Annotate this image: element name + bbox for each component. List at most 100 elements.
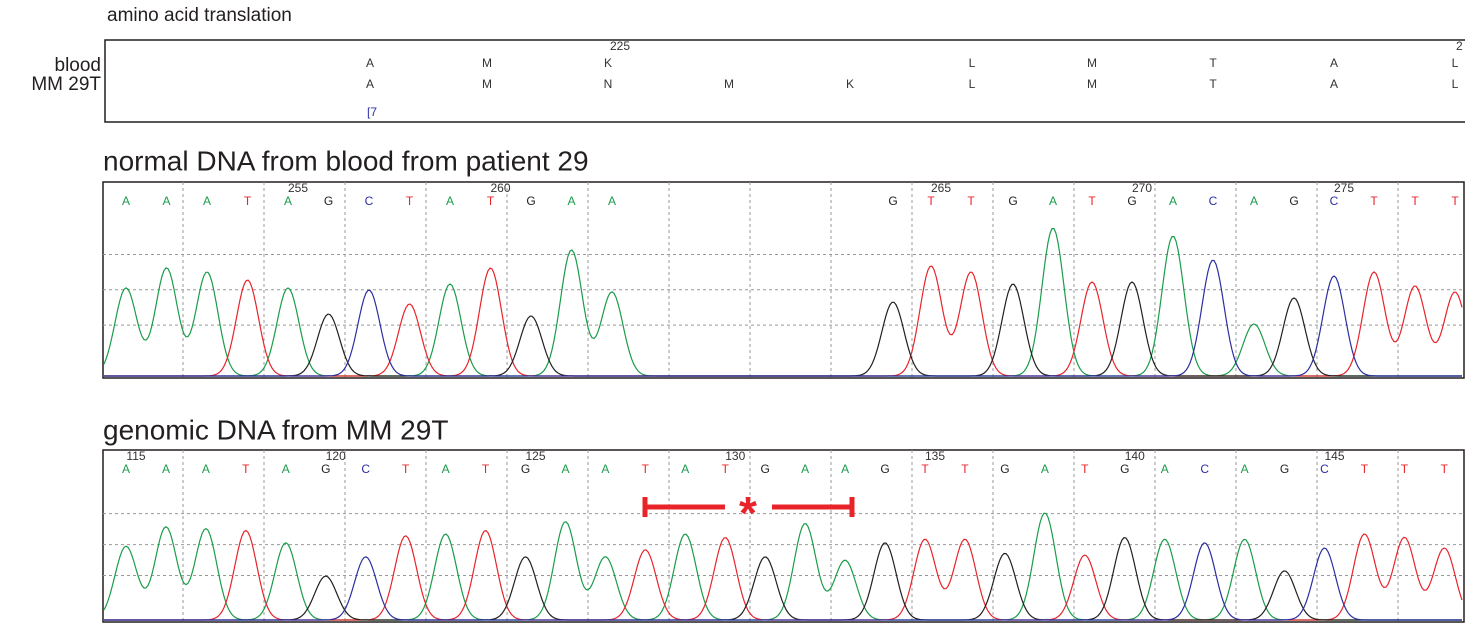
base-call: T (487, 194, 495, 208)
base-call: A (601, 462, 609, 476)
base-call: A (1041, 462, 1049, 476)
position-label: 140 (1125, 449, 1145, 463)
chromatogram-box (103, 450, 1464, 622)
residue: M (1087, 77, 1097, 91)
position-label: 120 (326, 449, 346, 463)
base-call: G (324, 194, 333, 208)
base-call: A (841, 462, 849, 476)
base-call: G (526, 194, 535, 208)
base-call: G (1000, 462, 1009, 476)
base-call: A (1250, 194, 1258, 208)
base-call: T (1401, 462, 1409, 476)
residue: M (482, 56, 492, 70)
base-call: T (1451, 194, 1459, 208)
row-label: MM 29T (31, 74, 101, 95)
residue: N (604, 77, 613, 91)
base-call: A (608, 194, 616, 208)
base-call: T (961, 462, 969, 476)
base-call: A (282, 462, 290, 476)
position-label: 255 (288, 181, 308, 195)
base-call: T (967, 194, 975, 208)
translation-title: amino acid translation (107, 5, 292, 26)
base-call: T (1370, 194, 1378, 208)
residue: A (366, 56, 374, 70)
base-call: A (284, 194, 292, 208)
base-call: G (761, 462, 770, 476)
base-call: A (203, 194, 211, 208)
base-call: A (567, 194, 575, 208)
position-label: 260 (490, 181, 510, 195)
base-call: A (162, 462, 170, 476)
base-call: C (1200, 462, 1209, 476)
position-label: 145 (1324, 449, 1344, 463)
residue: M (724, 77, 734, 91)
position-label: 115 (126, 449, 145, 463)
base-call: G (321, 462, 330, 476)
base-call: C (1209, 194, 1218, 208)
base-call: T (242, 462, 250, 476)
base-call: T (642, 462, 650, 476)
base-call: T (927, 194, 935, 208)
base-call: A (1169, 194, 1177, 208)
residue: A (1330, 56, 1338, 70)
base-call: A (1241, 462, 1249, 476)
base-call: C (1330, 194, 1339, 208)
base-call: T (1088, 194, 1096, 208)
base-call: G (880, 462, 889, 476)
position-label: 135 (925, 449, 945, 463)
base-call: G (521, 462, 530, 476)
base-call: T (482, 462, 490, 476)
marker: * (739, 487, 757, 539)
position-label: 2 (1456, 39, 1463, 53)
base-call: G (1280, 462, 1289, 476)
figure: amino acid translation blood MM 29T 225 … (0, 0, 1465, 623)
base-call: A (122, 194, 130, 208)
residue: L (1452, 56, 1459, 70)
base-call: T (1081, 462, 1089, 476)
note: [7 (367, 105, 377, 119)
base-call: A (801, 462, 809, 476)
base-call: G (1127, 194, 1136, 208)
residue: L (969, 77, 976, 91)
base-call: G (888, 194, 897, 208)
trace (104, 229, 1462, 376)
base-call: A (442, 462, 450, 476)
residue: A (366, 77, 374, 91)
row-label: blood (55, 55, 102, 76)
residue: T (1209, 77, 1217, 91)
base-call: A (162, 194, 170, 208)
base-call: T (1411, 194, 1419, 208)
residue: A (1330, 77, 1338, 91)
position-label: 265 (931, 181, 951, 195)
residue: T (1209, 56, 1217, 70)
residue: K (604, 56, 612, 70)
base-call: A (561, 462, 569, 476)
base-call: A (446, 194, 454, 208)
base-call: T (1441, 462, 1449, 476)
base-call: T (402, 462, 410, 476)
panel-title: genomic DNA from MM 29T (103, 414, 448, 445)
base-call: G (1120, 462, 1129, 476)
base-call: T (406, 194, 414, 208)
residue: L (969, 56, 976, 70)
base-call: T (722, 462, 730, 476)
base-call: A (1161, 462, 1169, 476)
panel-title: normal DNA from blood from patient 29 (103, 145, 589, 176)
residue: M (1087, 56, 1097, 70)
base-call: G (1289, 194, 1298, 208)
base-call: C (365, 194, 374, 208)
base-call: A (202, 462, 210, 476)
residue: K (846, 77, 854, 91)
position-label: 130 (725, 449, 745, 463)
position-label: 270 (1132, 181, 1152, 195)
base-call: G (1008, 194, 1017, 208)
base-call: T (1361, 462, 1369, 476)
base-call: C (361, 462, 370, 476)
base-call: A (1049, 194, 1057, 208)
chromatogram-box (103, 182, 1464, 378)
base-call: A (681, 462, 689, 476)
base-call: T (921, 462, 929, 476)
position-label: 125 (525, 449, 545, 463)
position-label: 275 (1334, 181, 1354, 195)
residue: L (1452, 77, 1459, 91)
